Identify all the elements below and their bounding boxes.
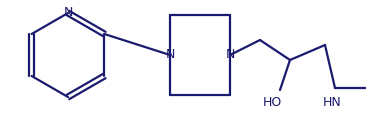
Text: HN: HN: [322, 97, 341, 110]
Text: N: N: [225, 49, 235, 61]
Text: N: N: [165, 49, 175, 61]
Text: HO: HO: [262, 97, 281, 110]
Text: N: N: [63, 7, 73, 19]
